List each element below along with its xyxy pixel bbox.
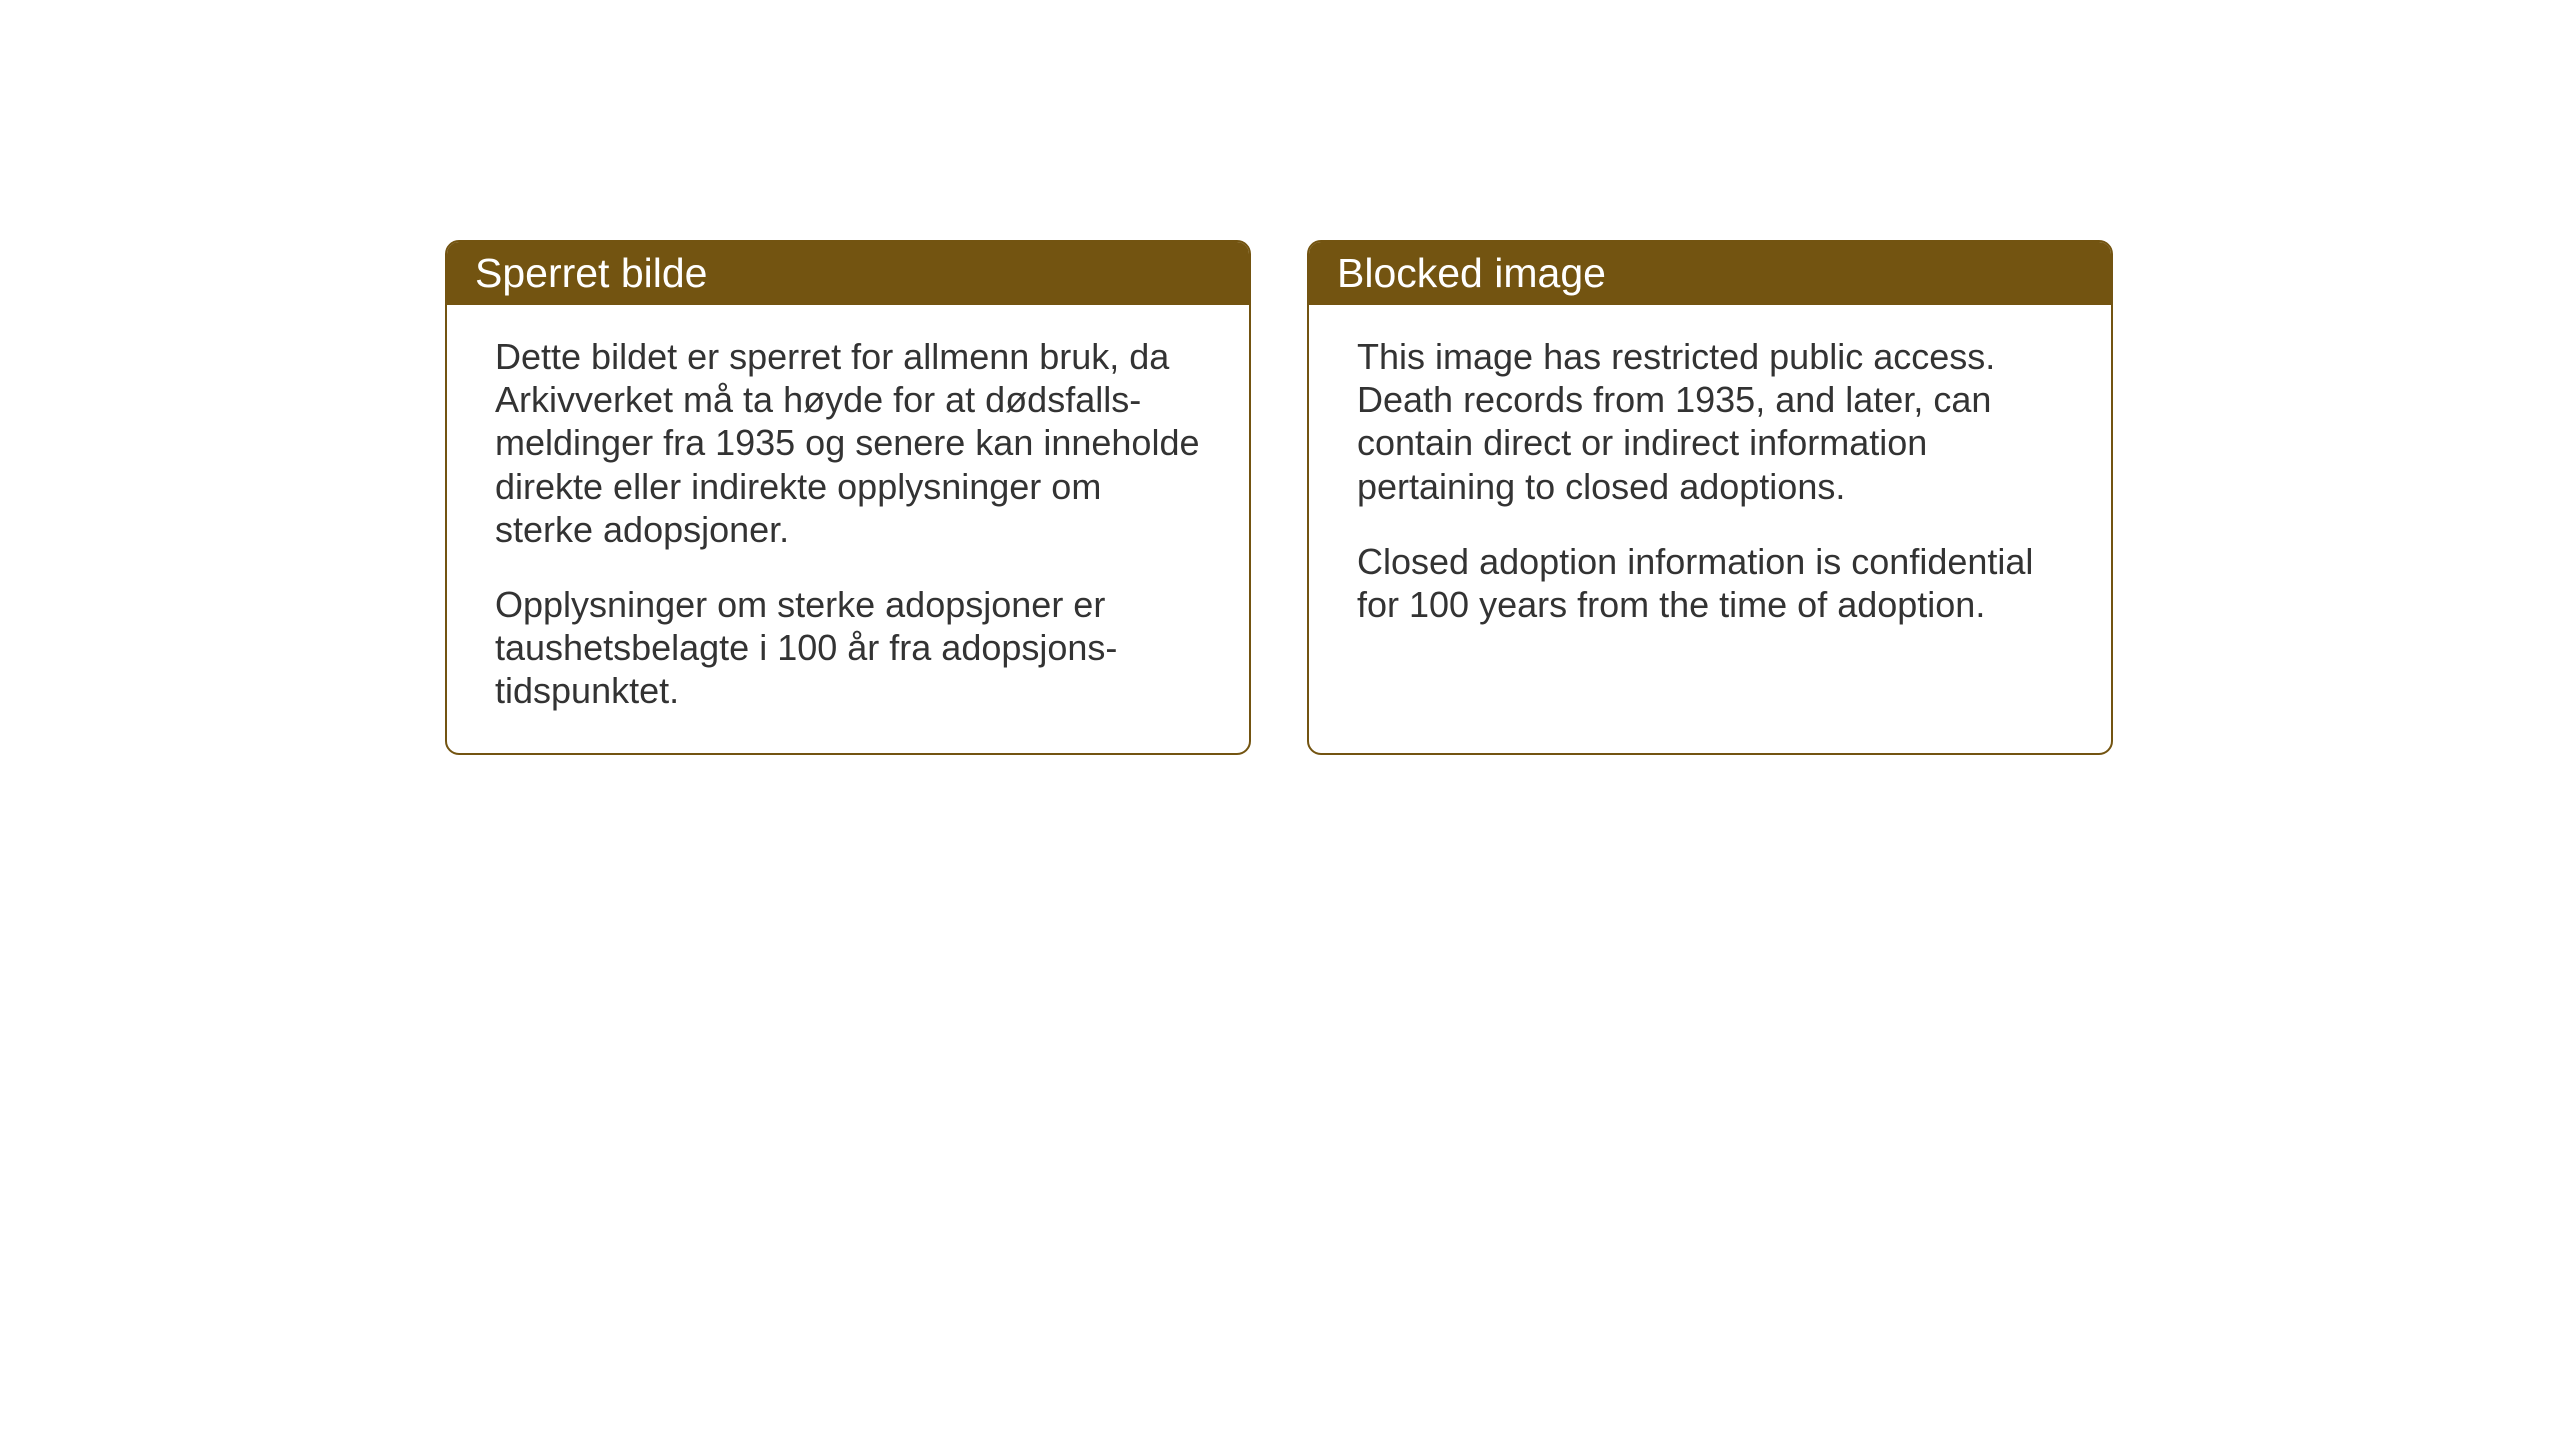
notice-title-norwegian: Sperret bilde (475, 250, 707, 296)
notice-header-norwegian: Sperret bilde (447, 242, 1249, 305)
notice-title-english: Blocked image (1337, 250, 1606, 296)
notice-header-english: Blocked image (1309, 242, 2111, 305)
notice-card-norwegian: Sperret bilde Dette bildet er sperret fo… (445, 240, 1251, 755)
notice-body-norwegian: Dette bildet er sperret for allmenn bruk… (447, 305, 1249, 753)
notice-paragraph-2-norwegian: Opplysninger om sterke adopsjoner er tau… (495, 583, 1201, 713)
notice-paragraph-2-english: Closed adoption information is confident… (1357, 540, 2063, 626)
notice-paragraph-1-norwegian: Dette bildet er sperret for allmenn bruk… (495, 335, 1201, 551)
notice-paragraph-1-english: This image has restricted public access.… (1357, 335, 2063, 508)
notice-container: Sperret bilde Dette bildet er sperret fo… (445, 240, 2113, 755)
notice-card-english: Blocked image This image has restricted … (1307, 240, 2113, 755)
notice-body-english: This image has restricted public access.… (1309, 305, 2111, 666)
